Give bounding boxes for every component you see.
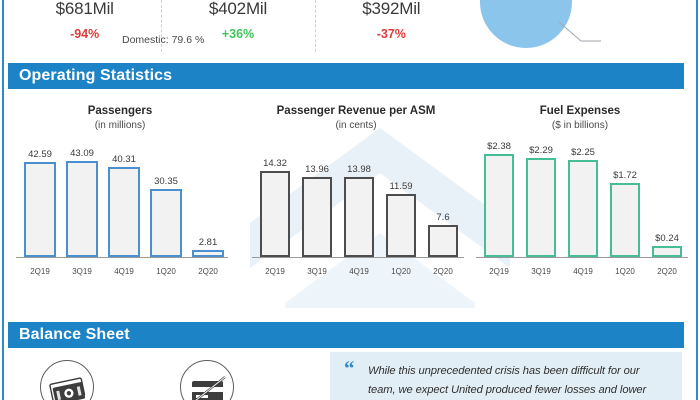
chart-title: Passengers [87,105,153,117]
bar-value-label: 7.6 [436,212,450,223]
bar [66,161,98,257]
x-tick-label: 2Q19 [30,267,50,276]
bar-value-label: $2.38 [487,141,511,152]
chart-passenger-revenue-per-asm: Passenger Revenue per ASM (in cents) 14.… [242,104,470,304]
chart-subtitle: ($ in billions) [551,120,609,131]
x-tick-label: 1Q20 [156,267,176,276]
chart-passengers: Passengers (in millions) 42.59 2Q19 43.0… [6,104,234,304]
bar [344,177,374,257]
bar-value-label: $0.24 [655,233,679,244]
bar-value-label: 13.96 [305,164,329,175]
x-tick-label: 4Q19 [349,267,369,276]
banner-body [8,322,648,348]
x-axis-line [16,257,228,258]
bar [652,246,682,257]
plot-area: $2.38 2Q19 $2.29 3Q19 $2.25 4Q19 $1.72 1… [466,140,694,280]
domestic-share-pie-chart [480,0,601,48]
ceo-quote-box: “ While this unprecedented crisis has be… [330,352,682,400]
quote-mark-icon: “ [344,356,355,380]
section-banner-balance-sheet: Balance Sheet [8,322,684,348]
banner-arrow-icon [648,322,684,348]
x-tick-label: 2Q20 [198,267,218,276]
metric-card: $402Mil +36% [161,0,314,54]
bar [302,177,332,257]
bar-value-label: $2.25 [571,147,595,158]
metric-value: $681Mil [55,0,114,18]
bar-value-label: 40.31 [112,154,136,165]
quote-line-1: While this unprecedented crisis has been… [368,365,640,377]
credit-card-disabled-icon-glyph [192,376,226,400]
metric-change: +36% [221,27,255,41]
page-border-right [696,0,698,400]
bar [260,171,290,257]
metric-card: $681Mil -94% [8,0,161,54]
bar-value-label: 30.35 [154,176,178,187]
plot-area: 14.32 2Q19 13.96 3Q19 13.98 4Q19 11.59 1… [242,140,470,280]
metric-value: $392Mil [362,0,421,18]
bar-value-label: $2.29 [529,145,553,156]
cash-icon-glyph [49,377,86,400]
metric-value: $402Mil [208,0,268,18]
bar-value-label: 2.81 [198,237,218,248]
x-tick-label: 3Q19 [72,267,92,276]
cash-icon [40,360,94,400]
chart-title: Fuel Expenses [539,105,621,117]
bar [386,194,416,257]
bar-value-label: $1.72 [613,170,637,181]
banner-body [8,63,648,89]
pie-label-domestic: Domestic: 79.6 % [122,34,205,46]
plot-area: 42.59 2Q19 43.09 3Q19 40.31 4Q19 30.35 1… [6,140,234,280]
bar [24,162,56,257]
chart-subtitle: (in millions) [94,120,146,131]
bar [568,160,598,257]
banner-arrow-icon [648,63,684,89]
bar-value-label: 43.09 [70,148,94,159]
section-banner-operating-statistics: Operating Statistics [8,63,684,89]
x-tick-label: 1Q20 [615,267,635,276]
chart-fuel-expenses: Fuel Expenses ($ in billions) $2.38 2Q19… [466,104,694,304]
top-metrics-row: $681Mil -94% $402Mil +36% $392Mil -37% [8,0,468,54]
bar [484,154,514,257]
bar-value-label: 42.59 [28,149,52,160]
metric-card: $392Mil -37% [314,0,468,54]
x-tick-label: 2Q19 [489,267,509,276]
x-tick-label: 1Q20 [391,267,411,276]
bar [108,167,140,257]
banner-title: Balance Sheet [19,326,130,343]
metric-change: -94% [70,27,100,41]
x-axis-line [476,257,688,258]
bar-value-label: 14.32 [263,158,287,169]
x-tick-label: 2Q19 [265,267,285,276]
x-tick-label: 2Q20 [657,267,677,276]
bar [192,250,224,257]
banner-title: Operating Statistics [19,67,173,84]
bar [150,189,182,257]
x-tick-label: 4Q19 [573,267,593,276]
bar [610,183,640,257]
x-axis-line [252,257,464,258]
chart-subtitle: (in cents) [335,120,377,131]
bar [526,158,556,257]
quote-line-2: team, we expect United produced fewer lo… [368,384,647,396]
bar-value-label: 13.98 [347,164,371,175]
chart-title: Passenger Revenue per ASM [276,105,436,117]
x-tick-label: 3Q19 [307,267,327,276]
x-tick-label: 4Q19 [114,267,134,276]
credit-card-disabled-icon [180,360,234,400]
x-tick-label: 3Q19 [531,267,551,276]
bar [428,225,458,257]
bar-value-label: 11.59 [389,181,413,192]
pie-leader-line [559,22,601,42]
metric-change: -37% [376,27,406,41]
page-border-left [2,0,4,400]
x-tick-label: 2Q20 [433,267,453,276]
